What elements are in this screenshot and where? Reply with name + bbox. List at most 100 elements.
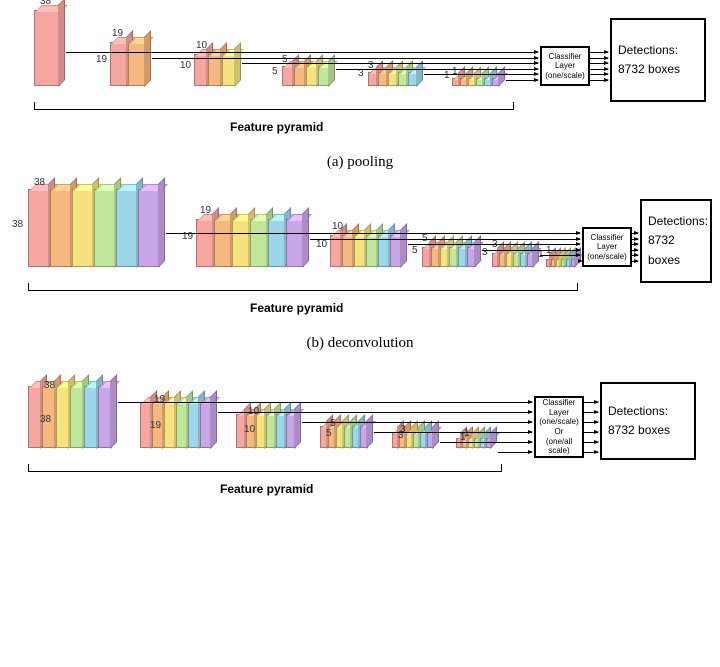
arrow: [590, 69, 608, 70]
arrow: [506, 80, 538, 81]
detections-text: Detections:: [608, 402, 688, 421]
feature-block: [406, 432, 413, 448]
arrow: [310, 239, 580, 240]
arrow: [632, 261, 638, 262]
detections-box: Detections:8732 boxes: [600, 382, 696, 460]
arrow: [584, 442, 598, 443]
size-label-left: 10: [316, 239, 327, 250]
bracket-label: Feature pyramid: [230, 120, 323, 134]
arrow: [590, 52, 608, 53]
size-label-left: 5: [272, 66, 278, 77]
feature-block: [196, 219, 214, 267]
feature-block: [344, 426, 352, 448]
classifier-text: (one/scale): [538, 417, 580, 427]
pyramid-row: 383819191010553311ClassifierLayer(one/sc…: [0, 372, 720, 502]
feature-block: [266, 414, 276, 448]
size-label-top: 38: [44, 380, 55, 391]
size-label-left: 10: [180, 60, 191, 71]
feature-block: [492, 253, 499, 267]
panel-a: 383819191010553311ClassifierLayer(one/sc…: [0, 0, 720, 150]
classifier-text: (one/scale): [544, 71, 586, 81]
detections-text: 8732 boxes: [648, 231, 704, 269]
arrow: [632, 233, 638, 234]
pyramid-row: 383819191010553311ClassifierLayer(one/sc…: [0, 191, 720, 321]
arrow: [118, 402, 532, 403]
feature-block: [286, 414, 296, 448]
feature-block: [378, 235, 390, 267]
size-label-top: 38: [40, 0, 51, 7]
detections-box: Detections:8732 boxes: [640, 199, 712, 283]
feature-block: [368, 72, 378, 86]
detections-text: Detections:: [618, 41, 698, 60]
size-label-left: 3: [482, 247, 488, 258]
pyramid-row: 383819191010553311ClassifierLayer(one/sc…: [0, 10, 720, 140]
feature-block: [250, 219, 268, 267]
feature-block: [208, 54, 222, 86]
classifier-box: ClassifierLayer(one/scale): [540, 46, 590, 86]
arrow: [408, 244, 580, 245]
feature-block: [200, 402, 212, 448]
size-label-left: 19: [96, 54, 107, 65]
feature-block: [34, 10, 60, 86]
panel-b: 383819191010553311ClassifierLayer(one/sc…: [0, 181, 720, 331]
feature-block: [527, 253, 534, 267]
feature-block: [128, 42, 146, 86]
feature-block: [94, 189, 116, 267]
feature-block: [458, 247, 467, 267]
arrow: [590, 58, 608, 59]
feature-block: [449, 247, 458, 267]
feature-block: [306, 66, 318, 86]
feature-block: [330, 235, 342, 267]
size-label-left: 19: [150, 420, 161, 431]
feature-block: [413, 432, 420, 448]
feature-block: [28, 189, 50, 267]
feature-block: [476, 78, 484, 86]
panel-caption: (a) pooling: [0, 150, 720, 181]
arrow: [632, 250, 638, 251]
arrow: [590, 74, 608, 75]
feature-block: [336, 426, 344, 448]
feature-block: [427, 432, 434, 448]
size-label-left: 1: [444, 70, 450, 81]
feature-block: [72, 189, 94, 267]
feature-block: [499, 253, 506, 267]
classifier-text: (one/scale): [586, 252, 628, 262]
arrow: [584, 412, 598, 413]
arrow: [302, 422, 532, 423]
size-label-top: 19: [154, 394, 165, 405]
feature-block: [486, 438, 492, 448]
classifier-box: ClassifierLayer(one/scale)Or(one/allscal…: [534, 396, 584, 458]
feature-block: [378, 72, 388, 86]
feature-block: [214, 219, 232, 267]
arrow: [242, 63, 538, 64]
arrow: [632, 255, 638, 256]
feature-block: [164, 402, 176, 448]
feature-block: [352, 426, 360, 448]
detections-box: Detections:8732 boxes: [610, 18, 706, 102]
feature-block: [318, 66, 330, 86]
bracket: [28, 464, 502, 472]
classifier-text: Layer: [538, 408, 580, 418]
feature-block: [276, 414, 286, 448]
feature-block: [390, 235, 402, 267]
size-label-top: 38: [34, 177, 45, 188]
feature-block: [176, 402, 188, 448]
arrow: [218, 412, 532, 413]
size-label-left: 5: [412, 245, 418, 256]
arrow: [584, 422, 598, 423]
feature-block: [354, 235, 366, 267]
feature-block: [492, 78, 500, 86]
arrow: [632, 239, 638, 240]
feature-block: [484, 78, 492, 86]
feature-block: [398, 72, 408, 86]
classifier-text: Classifier: [538, 398, 580, 408]
feature-block: [571, 259, 576, 267]
feature-block: [84, 386, 98, 448]
classifier-text: Classifier: [586, 233, 628, 243]
feature-block: [342, 235, 354, 267]
arrow: [166, 233, 580, 234]
feature-block: [56, 386, 70, 448]
size-label-top: 19: [112, 28, 123, 39]
feature-block: [506, 253, 513, 267]
feature-block: [138, 189, 160, 267]
